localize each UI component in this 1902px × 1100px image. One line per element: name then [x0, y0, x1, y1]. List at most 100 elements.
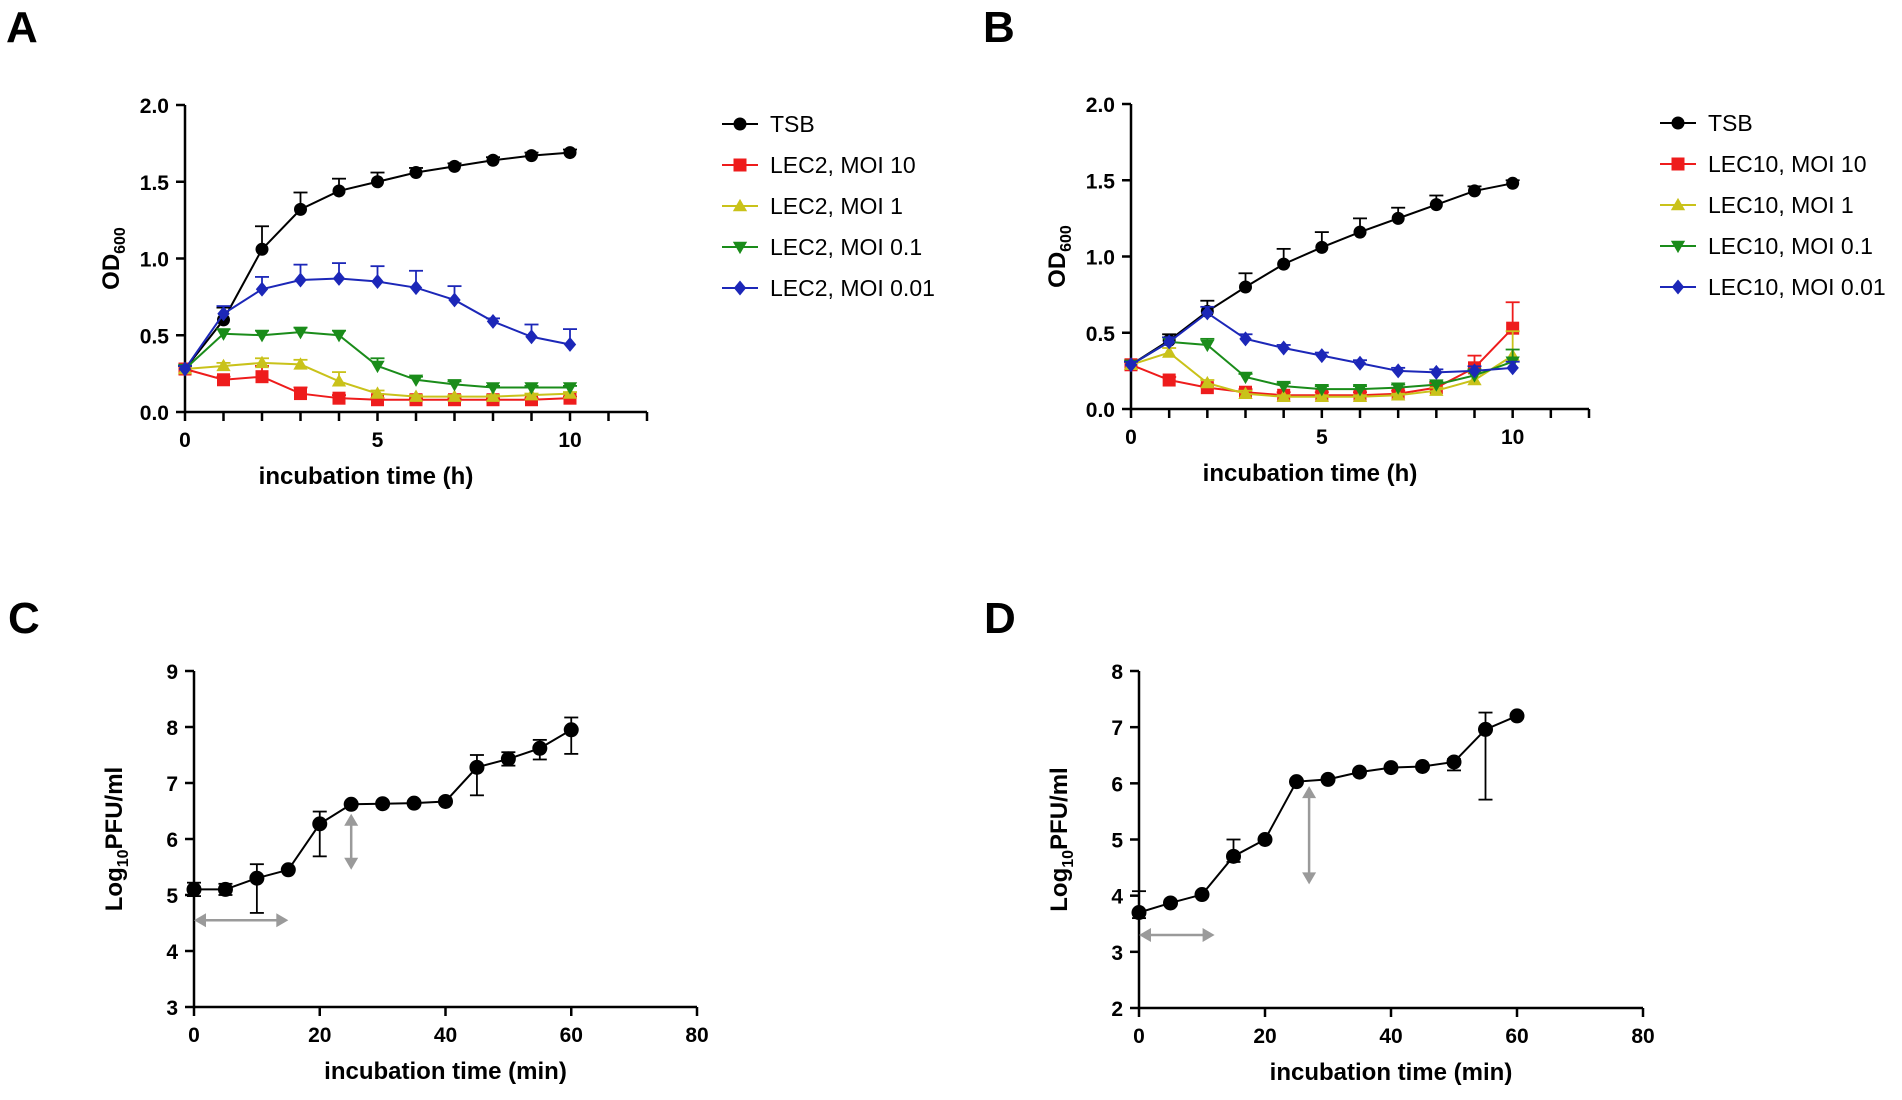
arrow-annotation	[344, 813, 359, 870]
legend-item: LEC10, MOI 0.01	[1660, 274, 1886, 300]
data-point	[532, 740, 548, 756]
x-tick-label: 0	[179, 429, 191, 452]
data-point	[217, 373, 230, 387]
data-point	[1194, 887, 1210, 903]
y-tick-label: 7	[166, 773, 178, 796]
legend-marker	[733, 117, 747, 131]
data-point	[1162, 373, 1176, 387]
legend-item: LEC2, MOI 10	[722, 152, 916, 178]
y-tick-label: 4	[1111, 886, 1123, 909]
y-tick-label: 4	[166, 941, 178, 964]
arrow-annotation	[1139, 927, 1215, 942]
data-point	[409, 280, 423, 296]
data-point	[563, 146, 577, 160]
data-point	[448, 292, 461, 308]
series-0	[178, 146, 577, 376]
legend-item: LEC10, MOI 1	[1660, 192, 1854, 218]
data-point	[255, 370, 269, 384]
data-point	[1200, 375, 1215, 389]
legend-item: LEC2, MOI 0.01	[722, 275, 935, 301]
data-point	[447, 389, 462, 402]
legend-marker	[733, 280, 747, 296]
y-tick-label: 5	[166, 885, 178, 908]
arrow-head	[276, 913, 289, 928]
data-point	[1239, 331, 1252, 347]
legend: TSB LEC2, MOI 10 LEC2, MOI 1 LEC2, MOI 0.1 L…	[722, 111, 935, 301]
x-tick-label: 10	[1501, 426, 1524, 449]
data-point	[485, 382, 501, 395]
data-point	[1239, 280, 1252, 294]
x-tick-label: 5	[372, 429, 384, 452]
data-point	[1200, 339, 1215, 353]
legend-label: TSB	[1708, 110, 1753, 136]
data-point	[562, 382, 578, 395]
data-point	[409, 166, 423, 180]
data-point	[1352, 383, 1368, 397]
data-point	[563, 336, 577, 352]
panel-letter: B	[983, 3, 1015, 52]
legend-marker	[1671, 116, 1685, 130]
data-point	[1506, 360, 1519, 376]
data-point	[293, 357, 308, 370]
data-point	[1162, 334, 1176, 350]
series-4	[1124, 305, 1520, 380]
data-point	[371, 175, 384, 189]
y-tick-label: 5	[1111, 830, 1123, 853]
data-point	[1353, 225, 1367, 239]
series-4	[178, 262, 577, 377]
data-point	[486, 313, 500, 329]
data-point	[216, 358, 231, 372]
legend: TSB LEC10, MOI 10 LEC10, MOI 1 LEC10, MOI 0…	[1660, 110, 1886, 300]
legend-label: LEC10, MOI 1	[1708, 192, 1854, 218]
y-tick-label: 0.0	[1086, 399, 1115, 422]
arrow-head	[1302, 872, 1317, 885]
arrow-annotation	[194, 913, 289, 928]
data-point	[485, 389, 501, 402]
data-point	[1238, 386, 1253, 399]
panel-letter: D	[984, 594, 1016, 643]
data-point	[438, 793, 453, 809]
x-tick-label: 20	[308, 1024, 331, 1047]
legend-marker	[1671, 157, 1685, 171]
legend-label: LEC2, MOI 0.1	[770, 234, 922, 260]
data-point	[1257, 832, 1273, 847]
legend-item: LEC10, MOI 10	[1660, 151, 1867, 177]
data-point	[1314, 383, 1329, 397]
data-point	[408, 374, 424, 387]
y-tick-label: 3	[166, 997, 178, 1020]
panel-b-line-chart: B 0.0 0.5 1.0 1.5 2.0 0 5 10 incubation time (h) O…	[983, 3, 1886, 487]
data-point	[1162, 345, 1177, 358]
data-point	[469, 759, 485, 775]
panel-letter: A	[6, 3, 38, 52]
data-point	[1446, 754, 1462, 770]
data-point	[1276, 380, 1291, 394]
data-point	[524, 382, 539, 395]
data-point	[1277, 257, 1291, 271]
data-point	[254, 355, 270, 369]
data-point	[1276, 389, 1291, 402]
x-axis-title: incubation time (min)	[1270, 1059, 1513, 1086]
panel-a-line-chart: A 0.0 0.5 1.0 1.5 2.0 0 5 10 incubation time (h) O…	[6, 3, 935, 490]
y-tick-label: 6	[166, 829, 178, 852]
legend-marker	[733, 158, 747, 172]
y-tick-label: 0.5	[1086, 323, 1116, 346]
legend-marker	[732, 198, 748, 212]
data-point	[1131, 905, 1147, 921]
y-axis-title: Log10PFU/ml	[101, 767, 132, 911]
y-tick-label: 7	[1111, 717, 1123, 740]
data-point	[406, 795, 422, 811]
series-3	[177, 326, 578, 395]
data-point	[1315, 240, 1329, 254]
legend-label: LEC2, MOI 1	[770, 193, 903, 219]
data-point	[1201, 305, 1214, 321]
data-point	[178, 361, 192, 377]
arrow-head	[194, 913, 206, 928]
y-tick-label: 1.5	[1086, 170, 1116, 193]
data-point	[332, 184, 346, 198]
y-axis-title: OD600	[1044, 225, 1075, 288]
data-point	[1415, 758, 1430, 774]
y-tick-label: 0.5	[140, 325, 170, 348]
data-point	[280, 862, 296, 878]
